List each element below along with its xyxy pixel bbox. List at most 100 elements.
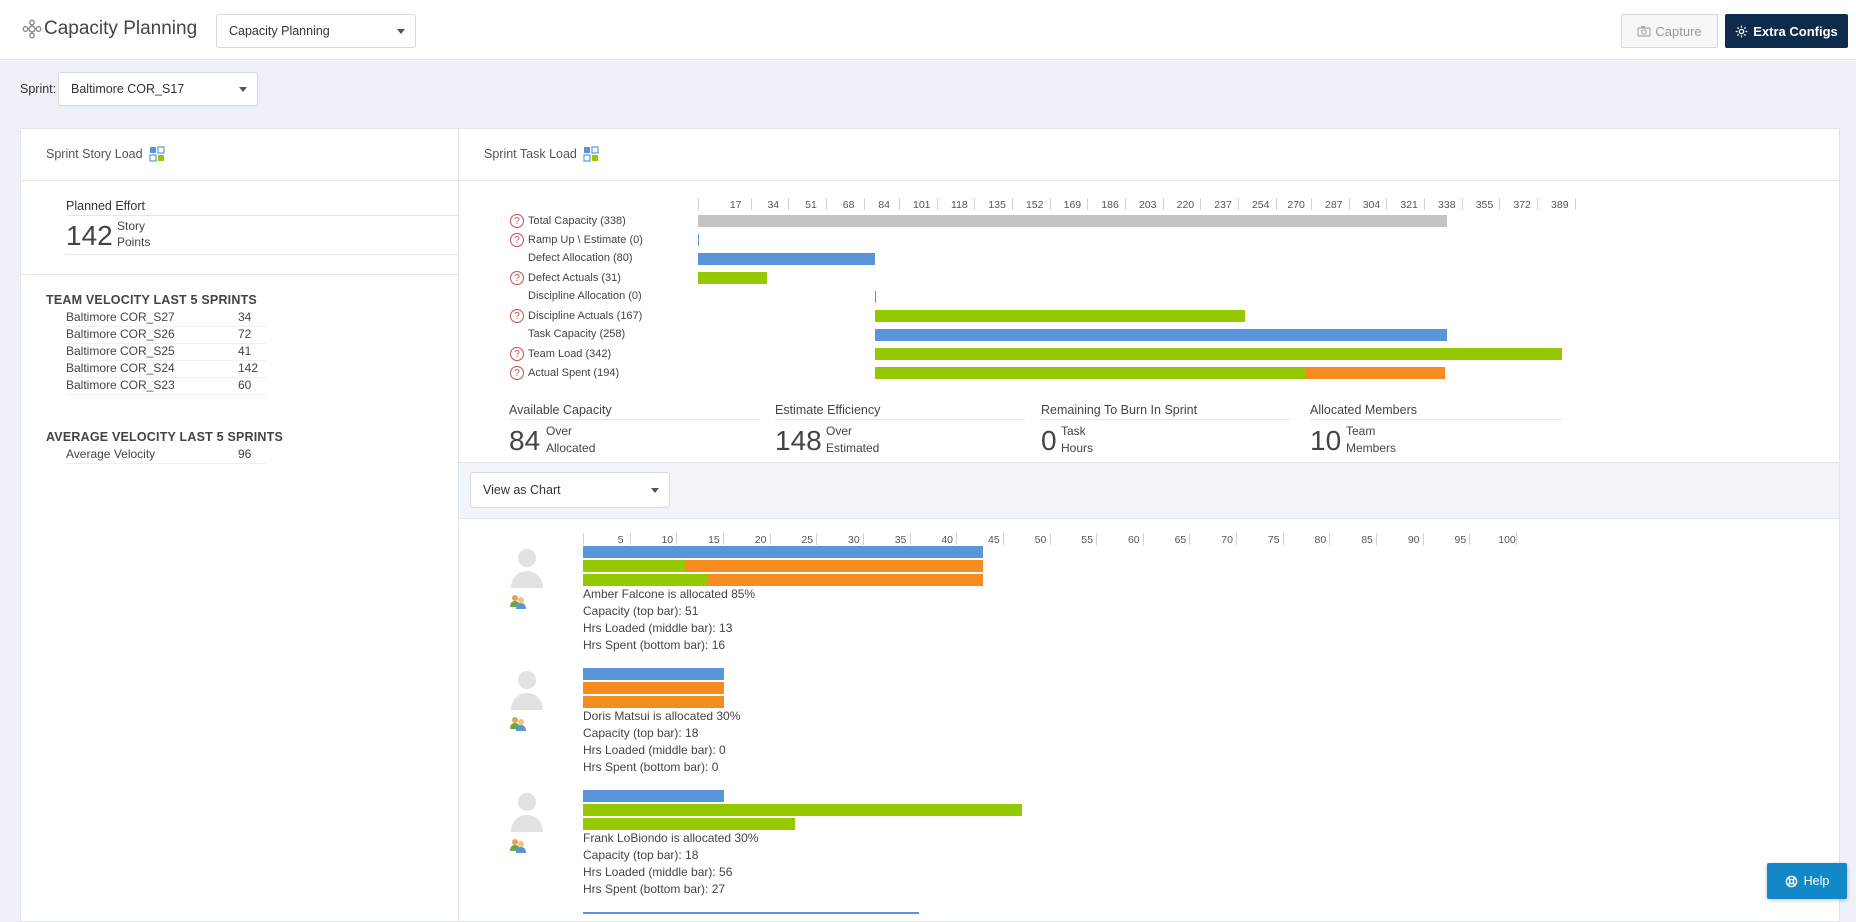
capacity-logo-icon <box>22 19 42 39</box>
stat-caption: Over Allocated <box>546 423 595 457</box>
velocity-sprint: Baltimore COR_S25 <box>66 344 175 358</box>
axis-tick-label: 50 <box>1034 534 1047 546</box>
app-logo: Capacity Planning <box>22 18 197 40</box>
task-load-row-label: ? Defect Actuals (31) <box>510 271 621 285</box>
axis-tick-separator <box>1574 198 1576 210</box>
sprint-select[interactable]: Baltimore COR_S17 <box>58 72 258 106</box>
axis-tick-label: 101 <box>912 199 931 211</box>
member-info-icon[interactable] <box>509 715 527 731</box>
help-circle-icon[interactable]: ? <box>510 347 524 361</box>
member-loaded-remaining-bar <box>583 682 725 694</box>
member-info-icon[interactable] <box>509 837 527 853</box>
planned-effort-label: Planned Effort <box>66 199 145 213</box>
stat-title: Allocated Members <box>1310 403 1417 417</box>
task-load-row-text: Ramp Up \ Estimate (0) <box>528 234 643 246</box>
help-button[interactable]: Help <box>1767 863 1847 899</box>
axis-tick-separator <box>1238 198 1240 210</box>
task-load-bar <box>875 367 1305 379</box>
axis-tick-separator <box>936 198 938 210</box>
axis-tick-separator <box>1282 533 1284 545</box>
help-circle-icon[interactable]: ? <box>510 233 524 247</box>
axis-tick-label: 34 <box>767 199 780 211</box>
velocity-value: 60 <box>238 378 252 392</box>
avatar <box>508 790 550 836</box>
task-load-bar <box>1305 367 1445 379</box>
member-info-icon[interactable] <box>509 593 527 609</box>
member-details: Frank LoBiondo is allocated 30% Capacity … <box>583 830 758 898</box>
member-summary: Amber Falcone is allocated 85% <box>583 587 756 601</box>
capture-label: Capture <box>1655 23 1702 39</box>
axis-tick-separator <box>862 533 864 545</box>
capture-button[interactable]: Capture <box>1621 14 1718 48</box>
task-load-row-label: ? Actual Spent (194) <box>510 366 619 380</box>
velocity-value: 72 <box>238 327 252 341</box>
task-load-bar <box>698 215 1447 227</box>
member-summary: Doris Matsui is allocated 30% <box>583 709 741 723</box>
divider <box>1310 419 1563 420</box>
average-velocity-value: 96 <box>238 447 252 461</box>
stat-caption: Task Hours <box>1061 423 1093 457</box>
task-load-row-text: Defect Actuals (31) <box>528 272 621 284</box>
stat-value: 10 <box>1310 425 1342 456</box>
axis-tick-label: 254 <box>1251 199 1270 211</box>
axis-tick-separator <box>1049 198 1051 210</box>
task-load-row-label: Discipline Allocation (0) <box>528 290 642 302</box>
divider <box>509 419 759 420</box>
member-capacity: Capacity (top bar): 18 <box>583 726 699 740</box>
velocity-row: Baltimore COR_S23 60 <box>66 378 266 395</box>
axis-tick-separator <box>1469 533 1471 545</box>
axis-tick-label: 20 <box>754 534 767 546</box>
help-circle-icon[interactable]: ? <box>510 366 524 380</box>
axis-tick-separator <box>1329 533 1331 545</box>
member-loaded-remaining-bar <box>684 560 983 572</box>
help-circle-icon[interactable]: ? <box>510 214 524 228</box>
stat-caption-line-2: Members <box>1346 441 1397 455</box>
task-load-title: Sprint Task Load <box>484 146 599 162</box>
task-load-row-text: Team Load (342) <box>528 348 612 360</box>
axis-tick-separator <box>698 198 699 210</box>
axis-tick-label: 30 <box>848 534 860 546</box>
planned-effort-unit-line-1: Story <box>117 219 146 233</box>
member-details: Amber Falcone is allocated 85% Capacity (… <box>583 586 755 654</box>
axis-tick-label: 118 <box>951 199 968 211</box>
story-load-title-text: Sprint Story Load <box>46 147 143 161</box>
stat-caption-line-2: Estimated <box>826 441 880 455</box>
member-capacity: Capacity (top bar): 51 <box>583 604 699 618</box>
story-load-column <box>20 128 459 922</box>
chevron-down-icon <box>397 29 405 34</box>
axis-tick-label: 40 <box>941 534 954 546</box>
export-icon[interactable] <box>148 146 165 162</box>
velocity-row: Baltimore COR_S27 34 <box>66 310 266 327</box>
avatar <box>508 546 550 592</box>
task-load-row-text: Actual Spent (194) <box>528 367 620 379</box>
member-spent-bar <box>583 818 795 830</box>
member-capacity: Capacity (top bar): 18 <box>583 848 699 862</box>
avatar <box>508 668 550 714</box>
axis-tick-separator <box>1096 533 1098 545</box>
export-icon[interactable] <box>583 146 599 162</box>
help-circle-icon[interactable]: ? <box>510 309 524 323</box>
axis-tick-separator <box>816 533 818 545</box>
member-spent-bar <box>583 574 709 586</box>
velocity-value: 142 <box>238 361 259 375</box>
task-load-bar <box>698 234 699 246</box>
top-bar: Capacity Planning Capacity Planning Capt… <box>0 0 1856 60</box>
view-mode-select[interactable]: View as Chart <box>470 472 670 508</box>
axis-tick-separator <box>899 198 901 210</box>
view-select[interactable]: Capacity Planning <box>216 14 416 48</box>
stat-caption-line-1: Team <box>1346 424 1376 438</box>
axis-tick-label: 372 <box>1513 199 1531 211</box>
axis-tick-label: 203 <box>1138 199 1157 211</box>
axis-tick-separator <box>1189 533 1191 545</box>
stat-caption-line-2: Allocated <box>546 441 596 455</box>
axis-tick-separator <box>1422 533 1424 545</box>
stat-allocated-members: Allocated Members 10 Team Members <box>1310 403 1563 459</box>
axis-tick-label: 5 <box>617 534 624 546</box>
axis-tick-label: 220 <box>1176 199 1195 211</box>
axis-tick-separator <box>825 198 827 210</box>
stat-caption-line-1: Task <box>1061 424 1086 438</box>
axis-tick-label: 355 <box>1475 199 1494 211</box>
member-summary: Frank LoBiondo is allocated 30% <box>583 831 759 845</box>
help-circle-icon[interactable]: ? <box>510 271 524 285</box>
extra-configs-button[interactable]: Extra Configs <box>1725 14 1848 48</box>
